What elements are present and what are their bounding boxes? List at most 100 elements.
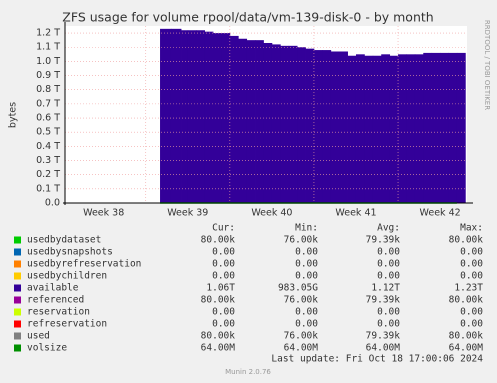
chart-title: ZFS usage for volume rpool/data/vm-139-d… [62, 10, 433, 25]
legend-stat: 1.06T [206, 283, 235, 294]
y-tick-label: 0.2 T [36, 169, 60, 180]
area-step [423, 52, 433, 204]
legend-stat: 0.00 [212, 319, 235, 330]
y-tick-label: 0.5 T [36, 127, 60, 138]
area-step [297, 47, 306, 203]
area-step [280, 45, 290, 203]
stat-header: Cur: [212, 223, 235, 234]
legend-swatch [14, 308, 21, 316]
area-step [414, 54, 424, 203]
y-tick-label: 0.9 T [36, 70, 60, 81]
legend-name: volsize [27, 343, 67, 354]
area-step [448, 52, 458, 204]
legend-stat: 983.05G [278, 283, 318, 294]
legend-name: usedbydataset [27, 235, 101, 246]
stat-header: Avg: [377, 223, 400, 234]
area-step [263, 42, 273, 203]
legend-name: available [27, 283, 79, 294]
area-step [221, 33, 231, 203]
y-tick-label: 1.2 T [36, 28, 60, 39]
side-text: RRDTOOL / TOBI OETIKER [483, 20, 491, 110]
area-step [364, 55, 374, 204]
area-step [381, 54, 391, 203]
y-tick-label: 0.4 T [36, 141, 60, 152]
legend-stat: 0.00 [295, 259, 318, 270]
area-step [313, 50, 323, 204]
legend-stat: 0.00 [295, 271, 318, 282]
area-step [330, 51, 340, 203]
legend-swatch [14, 260, 21, 268]
area-step [229, 35, 239, 203]
area-step [160, 28, 172, 203]
legend-name: usedbyrefreservation [27, 259, 141, 270]
legend-swatch [14, 236, 21, 244]
area-step [322, 50, 332, 204]
area-step [196, 30, 206, 203]
legend-name: reservation [27, 307, 90, 318]
legend-stat: 0.00 [460, 271, 483, 282]
legend-stat: 0.00 [377, 307, 400, 318]
x-tick-label: Week 42 [420, 208, 461, 219]
y-tick-label: 0.6 T [36, 113, 60, 124]
y-tick-label: 0.1 T [36, 183, 60, 194]
legend-stat: 0.00 [212, 247, 235, 258]
legend-swatch [14, 248, 21, 256]
legend-stat: 80.00k [449, 295, 484, 306]
legend-stat: 0.00 [212, 307, 235, 318]
legend-stat: 64.00M [366, 343, 401, 354]
area-step [440, 52, 449, 204]
legend-name: usedbysnapshots [27, 247, 113, 258]
area-step [431, 52, 441, 204]
legend-stat: 80.00k [201, 331, 236, 342]
area-step [181, 30, 189, 203]
y-tick-label: 1.1 T [36, 42, 60, 53]
legend-stat: 0.00 [460, 247, 483, 258]
area-step [204, 31, 214, 203]
legend-swatch [14, 332, 21, 340]
legend-stat: 0.00 [460, 319, 483, 330]
area-step [238, 38, 248, 203]
legend-swatch [14, 272, 21, 280]
y-axis-label: bytes [8, 102, 19, 128]
legend-stat: 76.00k [284, 235, 319, 246]
area-step [398, 54, 407, 203]
legend-swatch [14, 344, 21, 352]
area-step [355, 54, 365, 203]
legend-stat: 0.00 [212, 259, 235, 270]
y-tick-label: 0.0 [45, 198, 60, 209]
legend-swatch [14, 320, 21, 328]
area-step [347, 55, 357, 204]
legend-name: usedbychildren [27, 271, 107, 282]
legend-stat: 0.00 [377, 247, 400, 258]
legend-stat: 0.00 [377, 271, 400, 282]
legend-stat: 64.00M [284, 343, 319, 354]
area-step [456, 52, 466, 204]
area-step [187, 30, 197, 203]
area-step [389, 55, 399, 204]
legend-stat: 79.39k [366, 331, 401, 342]
legend-swatch [14, 284, 21, 292]
last-update: Last update: Fri Oct 18 17:00:06 2024 [271, 354, 483, 365]
area-step [372, 55, 382, 204]
area-step [255, 40, 264, 203]
legend-name: used [27, 331, 50, 342]
legend-stat: 1.12T [371, 283, 400, 294]
legend-name: referenced [27, 295, 84, 306]
area-step [305, 48, 315, 203]
legend-stat: 0.00 [295, 307, 318, 318]
legend-name: refreservation [27, 319, 107, 330]
area-step [271, 44, 281, 203]
legend-stat: 0.00 [377, 259, 400, 270]
legend-stat: 79.39k [366, 235, 401, 246]
legend-stat: 0.00 [460, 307, 483, 318]
y-tick-label: 0.7 T [36, 98, 60, 109]
legend-stat: 80.00k [201, 235, 236, 246]
legend-swatch [14, 296, 21, 304]
legend-stat: 80.00k [449, 331, 484, 342]
y-tick-label: 0.8 T [36, 84, 60, 95]
legend-stat: 0.00 [460, 259, 483, 270]
version: Munin 2.0.76 [225, 368, 271, 376]
legend-stat: 76.00k [284, 331, 319, 342]
